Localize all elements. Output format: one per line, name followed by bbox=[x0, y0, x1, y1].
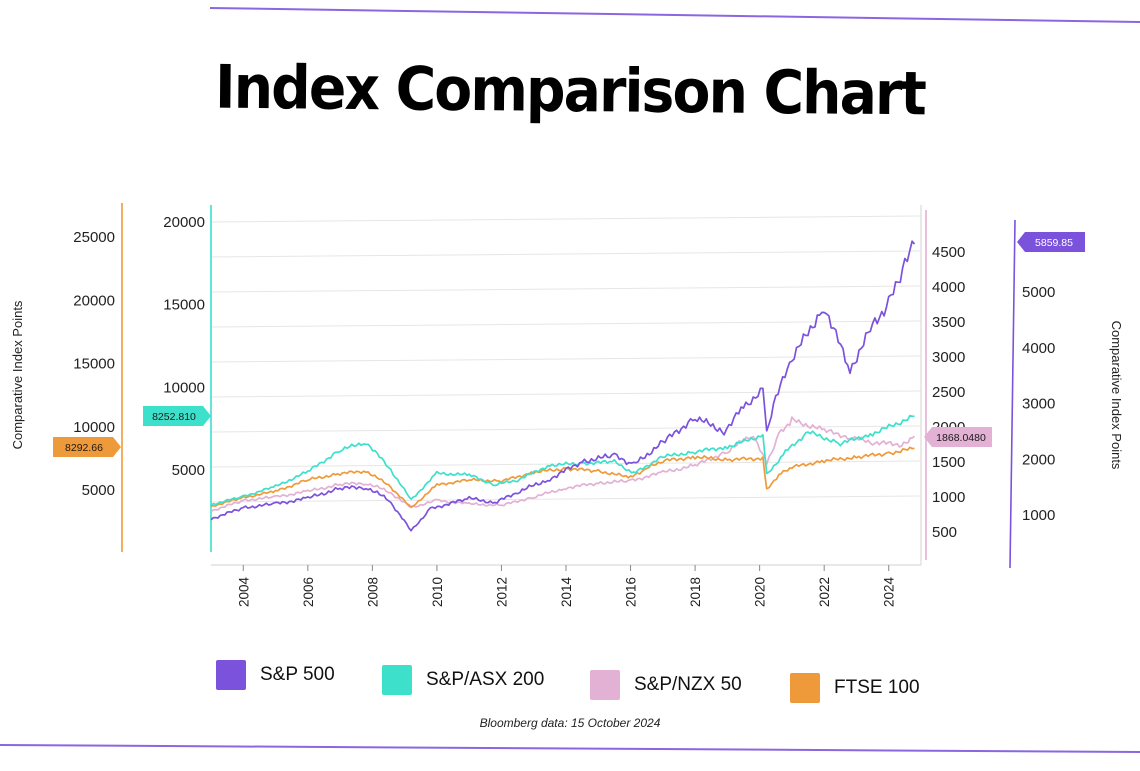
grid-line-0 bbox=[210, 495, 922, 503]
nzx-axis-tick-1: 1000 bbox=[932, 489, 965, 506]
legend-item-nzx50: S&P/NZX 50 bbox=[590, 670, 742, 700]
sp-axis-tick-0: 1000 bbox=[1022, 507, 1055, 524]
grid-line-3 bbox=[210, 390, 922, 398]
nzx-axis-tick-2: 1500 bbox=[932, 454, 965, 471]
asx-axis-tick-1: 10000 bbox=[163, 379, 205, 396]
callout-asx200-shape bbox=[143, 406, 211, 426]
callout-sp500-shape bbox=[1017, 232, 1085, 252]
asx-axis-tick-2: 15000 bbox=[163, 297, 205, 314]
callout-ftse100-shape bbox=[53, 437, 121, 457]
sp-axis-tick-4: 5000 bbox=[1022, 284, 1055, 301]
legend-swatch-ftse100 bbox=[790, 673, 820, 703]
x-tick-label-3: 2010 bbox=[430, 577, 445, 607]
series-line-asx200 bbox=[210, 414, 915, 506]
x-tick-label-8: 2020 bbox=[753, 577, 768, 607]
sp-axis-tick-2: 3000 bbox=[1022, 396, 1055, 413]
grid-line-1 bbox=[210, 460, 922, 468]
right-axis-label: Comparative Index Points bbox=[1109, 321, 1124, 470]
nzx-axis-tick-4: 2500 bbox=[932, 384, 965, 401]
grid-line-5 bbox=[210, 320, 922, 328]
asx-axis-tick-0: 5000 bbox=[172, 462, 205, 479]
x-tick-label-2: 2008 bbox=[365, 577, 380, 607]
sp-axis-tick-1: 2000 bbox=[1022, 451, 1055, 468]
grid-line-6 bbox=[210, 285, 922, 293]
x-tick-label-7: 2018 bbox=[688, 577, 703, 607]
ftse-axis-tick-4: 25000 bbox=[73, 229, 115, 246]
grid-line-7 bbox=[210, 250, 922, 258]
legend-label-asx200: S&P/ASX 200 bbox=[426, 669, 545, 690]
legend-label-nzx50: S&P/NZX 50 bbox=[634, 674, 742, 695]
nzx-axis-tick-5: 3000 bbox=[932, 349, 965, 366]
x-tick-label-9: 2022 bbox=[817, 577, 832, 607]
legend-label-sp500: S&P 500 bbox=[260, 664, 335, 685]
x-tick-label-4: 2012 bbox=[494, 577, 509, 607]
callout-nzx50-label: 1868.0480 bbox=[936, 432, 986, 444]
x-tick-label-10: 2024 bbox=[882, 577, 897, 608]
axes: 5000 10000 15000 20000 25000 5000 10000 15000 20… bbox=[73, 203, 1055, 607]
bottom-rule bbox=[0, 744, 1140, 753]
sp-axis-line bbox=[1009, 219, 1016, 569]
ftse-axis-tick-3: 20000 bbox=[73, 292, 115, 309]
x-tick-label-5: 2014 bbox=[559, 577, 574, 608]
top-rule bbox=[209, 7, 1140, 23]
callout-asx200-label: 8252.810 bbox=[152, 411, 196, 423]
x-tick-label-6: 2016 bbox=[624, 577, 639, 607]
series-line-nzx50 bbox=[210, 416, 916, 513]
ftse-axis-tick-2: 15000 bbox=[73, 356, 115, 373]
legend-swatch-nzx50 bbox=[590, 670, 620, 700]
x-tick-label-0: 2004 bbox=[236, 577, 251, 608]
callout-sp500-label: 5859.85 bbox=[1035, 237, 1073, 249]
nzx-axis-tick-0: 500 bbox=[932, 524, 957, 541]
series bbox=[210, 240, 916, 532]
nzx-axis-tick-6: 3500 bbox=[932, 314, 965, 331]
nzx-axis-tick-8: 4500 bbox=[932, 244, 965, 261]
source-note: Bloomberg data: 15 October 2024 bbox=[479, 716, 661, 730]
asx-axis-tick-3: 20000 bbox=[163, 214, 205, 231]
grid-line-8 bbox=[210, 215, 922, 223]
grid-line-4 bbox=[210, 355, 922, 363]
ftse-axis-tick-0: 5000 bbox=[82, 482, 115, 499]
sp-axis-tick-3: 4000 bbox=[1022, 340, 1055, 357]
series-line-sp500 bbox=[210, 240, 916, 532]
left-axis-label: Comparative Index Points bbox=[10, 300, 25, 449]
callouts: 5859.85 8252.810 1868.0480 8292.66 bbox=[53, 232, 1085, 457]
legend-item-ftse100: FTSE 100 bbox=[790, 673, 920, 703]
grid-line-2 bbox=[210, 425, 922, 433]
x-tick-label-1: 2006 bbox=[301, 577, 316, 607]
legend-label-ftse100: FTSE 100 bbox=[834, 677, 920, 698]
legend-item-asx200: S&P/ASX 200 bbox=[382, 665, 544, 695]
legend-swatch-sp500 bbox=[216, 660, 246, 690]
legend-swatch-asx200 bbox=[382, 665, 412, 695]
callout-ftse100-label: 8292.66 bbox=[65, 442, 103, 454]
nzx-axis-tick-7: 4000 bbox=[932, 279, 965, 296]
ftse-axis-tick-1: 10000 bbox=[73, 419, 115, 436]
series-line-ftse100 bbox=[210, 446, 915, 508]
grid bbox=[210, 205, 922, 566]
callout-nzx50-shape bbox=[924, 427, 992, 447]
legend-item-sp500: S&P 500 bbox=[216, 660, 335, 690]
